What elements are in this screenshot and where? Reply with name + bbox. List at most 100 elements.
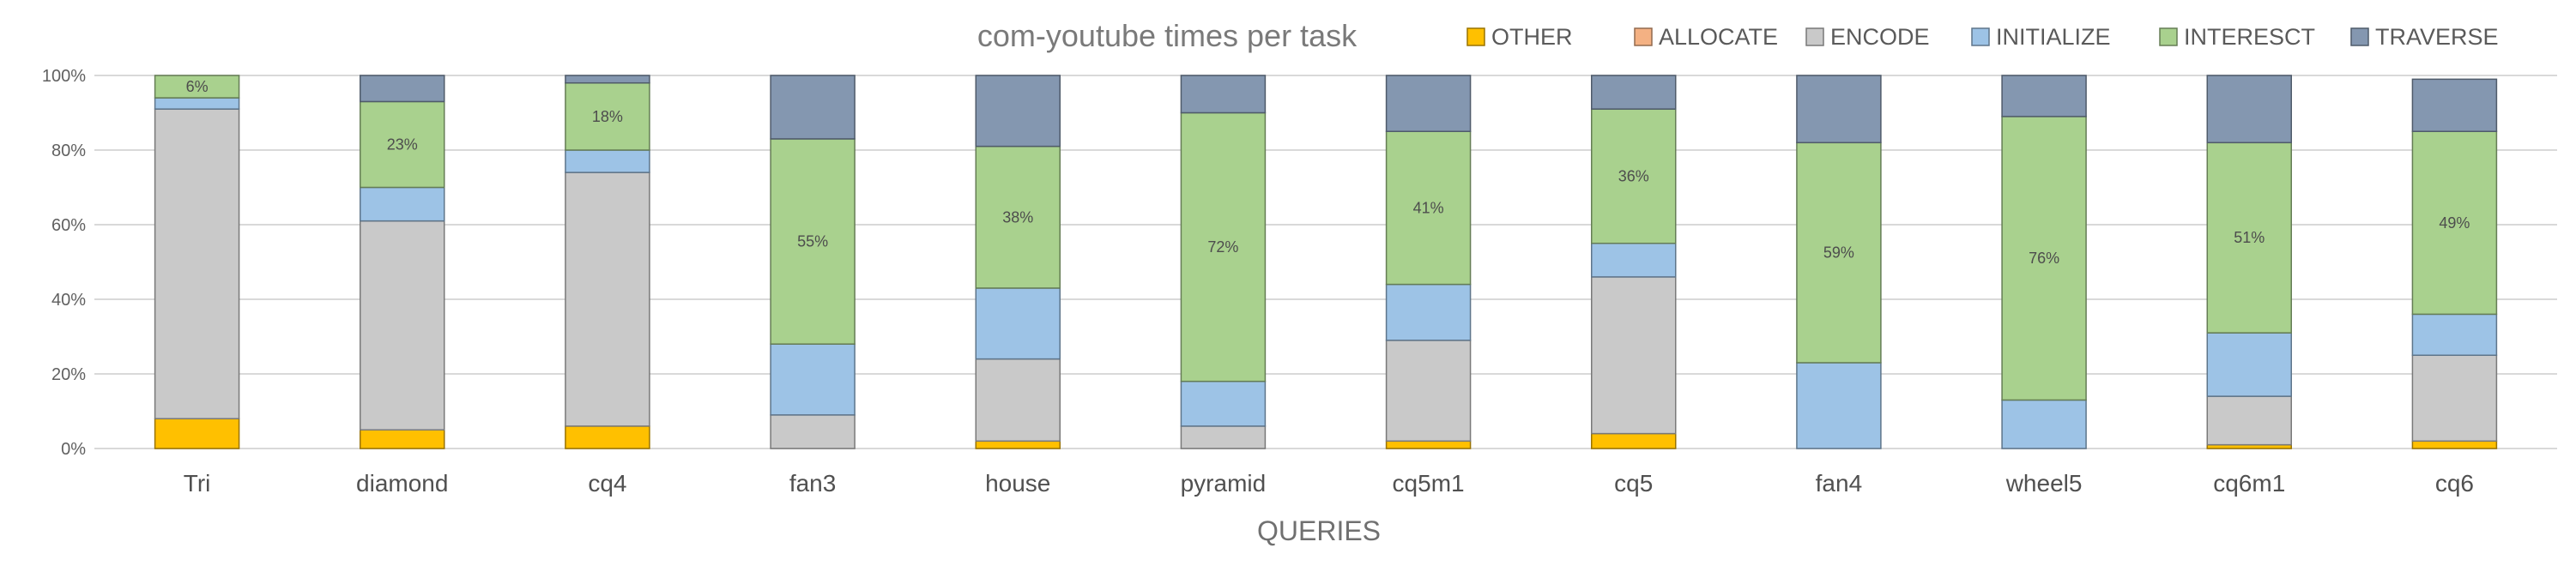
bar-segment-interesct [360,100,445,189]
bar-segment-other [360,429,445,449]
x-category-label: fan3 [789,470,837,497]
bar-segment-initialize [360,186,445,222]
bar-segment-interesct [1591,108,1677,244]
bar-segment-encode [1180,425,1267,449]
bar-segment-interesct [154,75,240,99]
legend-label: ENCODE [1830,24,1930,50]
bar-segment-interesct [1385,130,1472,286]
y-tick-label: 20% [51,365,86,384]
bar-segment-other [2411,440,2498,449]
legend-swatch-traverse [2350,27,2369,46]
x-category-label: Tri [184,470,211,497]
data-label: 41% [1413,199,1444,216]
x-category-label: diamond [356,470,448,497]
data-label: 51% [2234,229,2265,246]
legend-label: TRAVERSE [2375,24,2499,50]
y-tick-label: 40% [51,291,86,310]
bar-segment-interesct [1180,111,1267,382]
bar-segment-initialize [770,343,856,416]
bar-segment-traverse [360,75,445,103]
legend-swatch-other [1466,27,1485,46]
data-label: 18% [592,108,623,125]
y-tick-label: 80% [51,141,86,160]
bar-segment-initialize [2206,332,2292,397]
chart-title: com-youtube times per task [977,18,1358,53]
bar-segment-other [1385,440,1472,449]
y-axis-ticks: 0% 20% 40% 60% 80% 100% [42,67,86,459]
x-category-label: house [985,470,1050,497]
bar-segment-encode [1385,340,1472,443]
bar-segment-interesct [2411,130,2498,316]
x-category-label: fan4 [1816,470,1863,497]
bar-segment-initialize [2411,313,2498,356]
bar-segment-initialize [1796,362,1882,449]
bar-segment-traverse [1385,75,1472,132]
gridlines [94,75,2557,449]
bar-segment-traverse [2001,75,2087,117]
bar-segment-encode [2206,395,2292,446]
bar-segment-other [154,418,240,449]
bar-segment-interesct [2001,116,2087,401]
x-category-label: cq5m1 [1393,470,1465,497]
y-tick-label: 0% [61,440,86,459]
bar-segment-encode [1591,276,1677,435]
bar-segment-traverse [975,75,1061,148]
y-tick-label: 60% [51,216,86,235]
bar-segment-initialize [975,287,1061,360]
data-label: 76% [2029,250,2059,267]
x-axis-categories: Tri diamond cq4 fan3 house pyramid cq5m1 cq5 fan… [184,470,2474,497]
bar-segment-traverse [770,75,856,140]
data-label: 59% [1823,244,1854,262]
x-category-label: cq6m1 [2213,470,2285,497]
x-category-label: wheel5 [2005,470,2083,497]
bars [154,75,2498,449]
bar-segment-other [565,425,650,449]
bar-segment-traverse [1180,75,1267,114]
x-category-label: pyramid [1181,470,1267,497]
bar-segment-traverse [565,75,650,84]
legend-swatch-allocate [1634,27,1653,46]
legend-label: INITIALIZE [1996,24,2111,50]
bar-segment-initialize [1591,243,1677,278]
data-label: 36% [1618,167,1649,184]
legend-swatch-initialize [1971,27,1990,46]
data-label: 72% [1207,238,1238,256]
x-category-label: cq4 [588,470,626,497]
bar-segment-interesct [975,145,1061,289]
x-axis-title: QUERIES [1257,515,1381,546]
bar-segment-traverse [2411,78,2498,132]
bar-segment-initialize [565,149,650,173]
legend-label: ALLOCATE [1659,24,1778,50]
data-label: 38% [1002,208,1033,226]
bar-segment-encode [154,108,240,419]
data-label: 23% [387,135,418,153]
bar-segment-initialize [1385,283,1472,341]
bar-segment-traverse [2206,75,2292,144]
y-tick-label: 100% [42,67,86,86]
bar-segment-traverse [1796,75,1882,144]
bar-segment-interesct [2206,141,2292,334]
bar-segment-encode [975,358,1061,443]
bar-segment-encode [770,414,856,449]
data-label: 55% [797,233,828,250]
x-category-label: cq6 [2435,470,2474,497]
legend-label: INTERESCT [2184,24,2315,50]
bar-segment-initialize [154,97,240,110]
bar-segment-other [1591,432,1677,449]
bar-segment-traverse [1591,75,1677,110]
x-category-label: cq5 [1614,470,1653,497]
legend-swatch-encode [1805,27,1824,46]
data-labels: 6% 23% 18% 55% 38% 72% 41% 36% 59% 76% 51% 49% [186,78,2470,267]
bar-segment-encode [2411,354,2498,443]
bar-segment-encode [360,220,445,431]
legend-label: OTHER [1491,24,1573,50]
legend-swatch-interesct [2159,27,2178,46]
bar-segment-other [975,440,1061,449]
data-label: 6% [186,78,209,95]
data-label: 49% [2439,214,2470,232]
legend: OTHER ALLOCATE ENCODE INITIALIZE INTERESCT TR… [1466,24,2499,50]
bar-segment-interesct [565,81,650,151]
bar-segment-initialize [2001,399,2087,449]
